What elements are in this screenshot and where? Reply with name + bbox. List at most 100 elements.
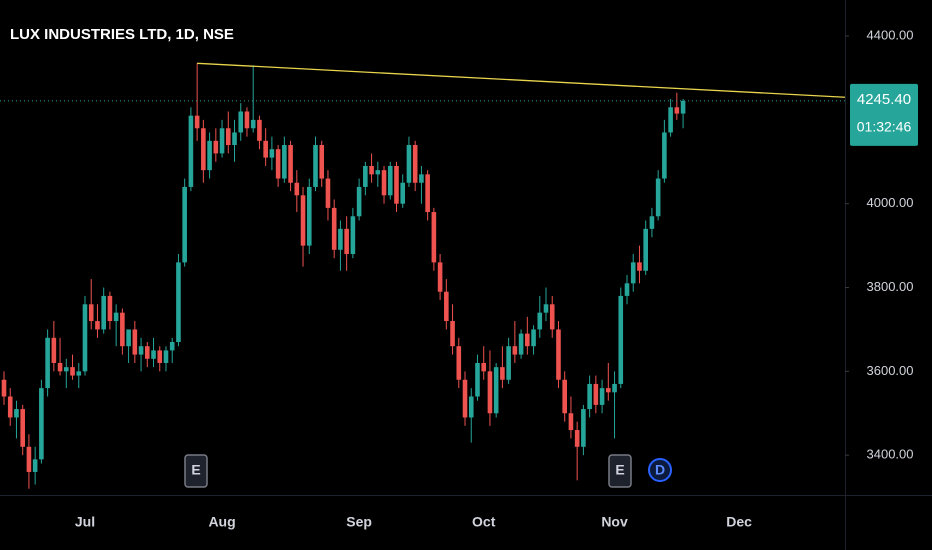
candle-body	[599, 388, 605, 405]
candle-body	[543, 304, 549, 313]
candle-body	[444, 291, 449, 322]
candle-body	[637, 262, 642, 271]
candle-body	[257, 119, 262, 141]
candle-body	[294, 182, 300, 196]
candle-body	[431, 212, 437, 263]
candle-body	[269, 149, 275, 158]
candle-body	[219, 128, 225, 154]
candle-body	[556, 329, 561, 380]
candle-body	[680, 100, 686, 114]
candle-body	[20, 409, 25, 447]
y-tick-label: 4400.00	[867, 27, 914, 42]
candle-body	[225, 128, 231, 146]
candle-body	[232, 132, 237, 146]
candle-body	[113, 312, 119, 322]
candle-body	[176, 262, 181, 343]
candle-body	[512, 346, 518, 355]
candle-body	[163, 350, 169, 363]
x-tick-label: Jul	[75, 514, 95, 530]
x-tick-label: Dec	[726, 514, 752, 530]
candle-body	[263, 140, 268, 158]
trendline	[197, 62, 846, 98]
candle-body	[394, 165, 399, 204]
candle-body	[169, 342, 175, 351]
candle-body	[606, 388, 611, 393]
candle-body	[1, 379, 7, 397]
candle-body	[7, 396, 13, 418]
candle-body	[144, 346, 150, 359]
candle-body	[350, 216, 356, 254]
candle-body	[32, 459, 38, 472]
candle-body	[138, 346, 144, 355]
candle-body	[82, 304, 88, 372]
candle-body	[14, 409, 19, 418]
candle-body	[282, 145, 287, 179]
candle-body	[213, 140, 219, 154]
candle-body	[643, 228, 648, 271]
candle-body	[126, 329, 131, 347]
candle-body	[95, 321, 100, 330]
earnings-marker-label: E	[191, 462, 200, 478]
x-tick-label: Oct	[472, 514, 496, 530]
x-tick-label: Aug	[208, 514, 235, 530]
candle-body	[244, 111, 250, 129]
candle-body	[581, 409, 586, 447]
candle-body	[587, 383, 592, 410]
candle-body	[475, 362, 480, 397]
candle-body	[288, 145, 293, 183]
candle-body	[45, 337, 50, 389]
candle-body	[506, 346, 511, 380]
candle-body	[662, 132, 667, 179]
candle-body	[107, 295, 113, 322]
candle-body	[412, 145, 418, 183]
candle-body	[188, 115, 194, 187]
candle-body	[344, 228, 349, 254]
candle-body	[88, 304, 94, 322]
candle-body	[593, 383, 599, 405]
candle-body	[400, 182, 406, 204]
candle-body	[500, 367, 505, 380]
candle-body	[201, 128, 206, 171]
earnings-marker	[608, 454, 632, 488]
candle-body	[531, 329, 536, 347]
candle-body	[250, 119, 256, 129]
earnings-marker-label: E	[615, 462, 624, 478]
candle-body	[387, 165, 393, 196]
candle-body	[649, 216, 655, 229]
candle-body	[375, 170, 381, 175]
earnings-marker	[184, 454, 208, 488]
candle-body	[120, 312, 125, 347]
candle-body	[425, 174, 430, 213]
dividend-marker-label: D	[655, 462, 665, 478]
candle-body	[325, 178, 331, 208]
candle-body	[132, 329, 138, 355]
candle-body	[331, 207, 337, 250]
candle-body	[549, 304, 555, 330]
candle-body	[437, 262, 443, 292]
candle-body	[487, 371, 493, 414]
candle-body	[338, 228, 343, 250]
candle-body	[655, 178, 661, 217]
candle-body	[537, 312, 543, 330]
candle-body	[319, 145, 325, 179]
candle-body	[70, 367, 75, 376]
countdown-label: 01:32:46	[857, 119, 912, 135]
candle-body	[157, 350, 163, 363]
candle-body	[313, 145, 318, 187]
candle-body	[207, 140, 212, 171]
x-tick-label: Nov	[601, 514, 628, 530]
candle-body	[456, 346, 462, 380]
candle-body	[300, 195, 306, 246]
candle-body	[612, 383, 617, 393]
candle-body	[450, 321, 455, 347]
candle-body	[518, 333, 524, 355]
y-tick-label: 3400.00	[867, 447, 914, 462]
candle-body	[674, 107, 680, 114]
candle-body	[26, 446, 32, 472]
candle-body	[238, 111, 244, 133]
candle-body	[151, 350, 156, 359]
candle-body	[419, 174, 424, 183]
